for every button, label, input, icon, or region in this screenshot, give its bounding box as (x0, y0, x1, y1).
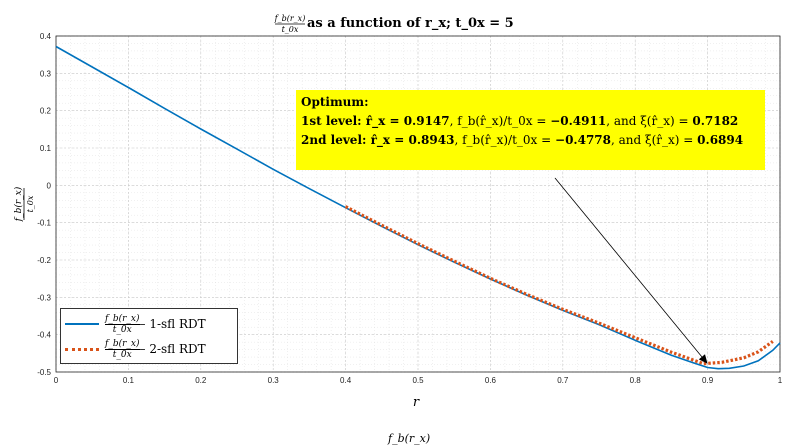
y-axis-label: f_b(r_x) t_0x (13, 186, 35, 222)
y-label-num: f_b(r_x) (13, 186, 24, 222)
x-tick-label: 0.5 (412, 376, 424, 385)
x-tick-label: 0.3 (268, 376, 280, 385)
plot-frame (55, 35, 781, 373)
optimum-annotation: Optimum: 1st level: r̂_x = 0.9147, f_b(r… (296, 90, 765, 170)
x-axis-ticks: 0 0.1 0.2 0.3 0.4 0.5 0.6 0.7 0.8 0.9 1 (54, 376, 783, 385)
title-rest: as a function of r_x; t_0x = 5 (307, 16, 514, 31)
y-tick-label: -0.3 (37, 293, 51, 302)
y-tick-label: -0.5 (37, 368, 51, 377)
l2-mid: , f_b(r̂_x)/t_0x = (454, 133, 556, 147)
y-label-den: t_0x (26, 195, 35, 212)
legend-swatch-2 (65, 347, 99, 351)
optimum-line-1: 1st level: r̂_x = 0.9147, f_b(r̂_x)/t_0x… (301, 112, 760, 131)
legend-2-den: t_0x (112, 349, 132, 360)
x-tick-label: 0.7 (557, 376, 569, 385)
l2-and: , and ξ(r̂_x) = (611, 133, 698, 147)
legend: f_b(r_x) t_0x – 1-sfl RDT f_b(r_x) t_0x … (60, 308, 238, 364)
legend-item-1-sfl: f_b(r_x) t_0x – 1-sfl RDT (65, 313, 206, 335)
x-tick-label: 0.9 (702, 376, 714, 385)
l2-f: −0.4778 (555, 133, 611, 147)
title-frac-den: t_0x (282, 25, 299, 34)
l1-rx: 0.9147 (403, 114, 450, 128)
x-tick-label: 0.8 (630, 376, 642, 385)
l2-prefix: 2nd level: r̂_x = (301, 133, 409, 147)
legend-2-num: f_b(r_x) (105, 338, 140, 350)
chart-title: f_b(r_x) t_0x as a function of r_x; t_0x… (274, 14, 514, 34)
annotation-arrow (554, 177, 708, 364)
l2-xi: 0.6894 (697, 133, 744, 147)
legend-2-suffix: – 2-sfl RDT (139, 342, 206, 356)
optimum-heading: Optimum: (301, 95, 369, 109)
l1-and: , and ξ(r̂_x) = (606, 114, 693, 128)
y-tick-label: -0.2 (37, 256, 51, 265)
title-frac-num: f_b(r_x) (274, 14, 306, 23)
legend-1-num: f_b(r_x) (105, 313, 140, 325)
x-tick-label: 0.4 (340, 376, 352, 385)
cropped-caption-fragment: f_b(r_x) (388, 432, 431, 445)
y-tick-label: 0 (47, 181, 52, 190)
y-axis-ticks: -0.5 -0.4 -0.3 -0.2 -0.1 0 0.1 0.2 0.3 0.4 (37, 32, 51, 377)
y-tick-label: 0.3 (40, 69, 52, 78)
arrow-shaft (554, 177, 703, 358)
legend-1-suffix: – 1-sfl RDT (139, 317, 206, 331)
x-tick-label: 0.2 (195, 376, 207, 385)
l2-rx: 0.8943 (408, 133, 455, 147)
x-tick-label: 0 (54, 376, 59, 385)
legend-item-2-sfl: f_b(r_x) t_0x – 2-sfl RDT (65, 338, 206, 360)
l1-mid: , f_b(r̂_x)/t_0x = (449, 114, 551, 128)
y-tick-label: 0.2 (40, 107, 52, 116)
x-tick-label: 0.1 (123, 376, 135, 385)
y-tick-label: 0.4 (40, 32, 52, 41)
series-line-2 (344, 205, 774, 366)
x-tick-label: 1 (778, 376, 783, 385)
legend-1-den: t_0x (112, 324, 132, 335)
x-tick-label: 0.6 (485, 376, 497, 385)
x-axis-label: r (413, 395, 420, 410)
optimum-line-2: 2nd level: r̂_x = 0.8943, f_b(r̂_x)/t_0x… (301, 131, 760, 150)
l1-prefix: 1st level: r̂_x = (301, 114, 404, 128)
series-layer (55, 45, 781, 370)
legend-swatch-1 (65, 323, 99, 325)
l1-xi: 0.7182 (692, 114, 739, 128)
y-tick-label: -0.4 (37, 331, 51, 340)
legend-2-frac: f_b(r_x) t_0x (105, 339, 140, 360)
y-tick-label: -0.1 (37, 219, 51, 228)
arrow-head (698, 354, 708, 364)
l1-f: −0.4911 (550, 114, 607, 128)
legend-1-frac: f_b(r_x) t_0x (105, 314, 140, 335)
y-tick-label: 0.1 (40, 144, 52, 153)
